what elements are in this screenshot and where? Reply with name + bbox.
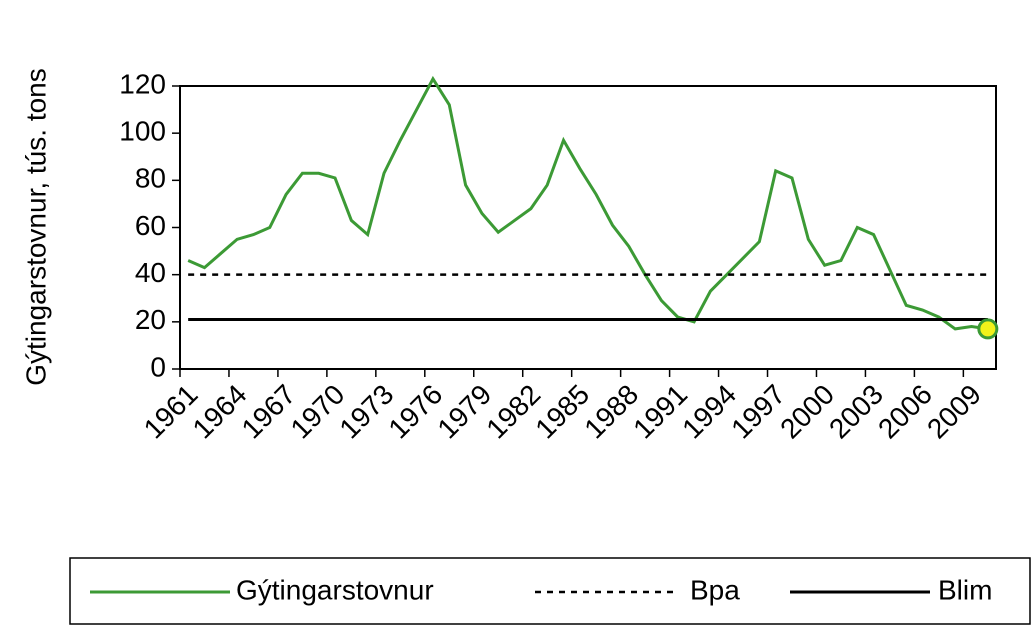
y-tick-label: 0 [150, 351, 166, 382]
x-tick-label: 1997 [725, 379, 791, 445]
x-tick-label: 2003 [823, 379, 889, 445]
x-tick-label: 2006 [872, 379, 938, 445]
y-tick-label: 40 [135, 257, 166, 288]
y-tick-label: 80 [135, 163, 166, 194]
last-point-marker [977, 318, 999, 340]
plot-frame [179, 85, 997, 370]
x-tick-label: 1994 [676, 379, 742, 445]
x-tick-label: 1988 [578, 379, 644, 445]
y-tick-label: 100 [119, 116, 166, 147]
legend-label: Gýtingarstovnur [236, 574, 434, 605]
y-axis-title: Gýtingarstovnur, tús. tons [20, 68, 51, 386]
y-tick-label: 20 [135, 304, 166, 335]
x-tick-label: 1976 [382, 379, 448, 445]
y-tick-label: 60 [135, 210, 166, 241]
x-tick-label: 1970 [285, 379, 351, 445]
x-tick-label: 1967 [236, 379, 302, 445]
y-tick-label: 120 [119, 68, 166, 99]
legend-label: Blim [938, 574, 992, 605]
x-tick-label: 1964 [187, 379, 253, 445]
x-tick-label: 2000 [774, 379, 840, 445]
x-tick-label: 1961 [138, 379, 204, 445]
x-tick-label: 1982 [480, 379, 546, 445]
x-tick-label: 1973 [333, 379, 399, 445]
x-tick-label: 1979 [431, 379, 497, 445]
legend-label: Bpa [690, 574, 740, 605]
x-tick-label: 2009 [921, 379, 987, 445]
x-tick-label: 1991 [627, 379, 693, 445]
series-line [187, 75, 989, 331]
x-tick-label: 1985 [529, 379, 595, 445]
